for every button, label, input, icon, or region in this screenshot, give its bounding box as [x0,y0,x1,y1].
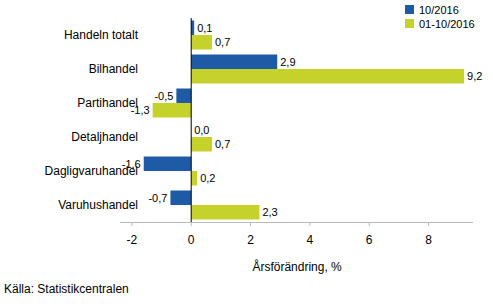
data-label: 0,2 [200,172,215,184]
chart-root: Handeln totalt Bilhandel Partihandel Detalj… [0,0,493,304]
x-tick-label: 6 [366,233,373,247]
data-label: 0,7 [215,138,230,150]
x-tick-label: -2 [127,233,138,247]
x-tick-label: 8 [425,233,432,247]
data-label: 2,9 [280,56,295,68]
x-tick [131,222,132,226]
x-axis-label: Årsförändring, % [252,259,342,274]
category-label: Bilhandel [89,62,138,76]
x-tick [369,222,370,226]
x-axis-line [120,222,473,223]
legend-swatch [405,5,414,14]
data-labels: 0,1 2,9 -0,5 0,0 -1,6 -0,7 0,7 9,2 -1,3 0,7 0,2 2,3 [122,22,483,219]
x-tick [250,222,251,226]
bar [176,89,191,104]
data-label: 0,7 [215,36,230,48]
zero-line [191,18,192,222]
bar [191,205,259,220]
bar [191,171,197,186]
legend-swatch [405,19,414,28]
x-tick-label: 0 [188,233,195,247]
category-label: Partihandel [77,96,138,110]
bar [191,35,212,50]
legend-label: 10/2016 [419,4,459,16]
x-tick [309,222,310,226]
x-tick-label: 4 [307,233,314,247]
data-label: -1,3 [131,104,150,116]
bar [191,137,212,152]
data-label: 0,0 [194,124,209,136]
bar [191,69,464,84]
category-label: Detaljhandel [71,130,138,144]
bar [191,55,277,70]
chart-svg: Handeln totalt Bilhandel Partihandel Detalj… [0,0,493,304]
category-label: Handeln totalt [64,28,139,42]
x-tick [191,222,192,226]
bar [153,103,192,118]
data-label: 9,2 [467,70,482,82]
legend-label: 01-10/2016 [419,18,475,30]
legend: 10/2016 01-10/2016 [405,4,475,30]
data-label: 2,3 [262,206,277,218]
data-label: -1,6 [122,158,141,170]
x-tick [428,222,429,226]
bar [170,191,191,206]
data-label: -0,5 [154,90,173,102]
x-tick-label: 2 [247,233,254,247]
data-label: 0,1 [197,22,212,34]
source: Källa: Statistikcentralen [4,282,129,296]
bar [144,157,191,172]
bars [144,21,464,220]
category-label: Varuhushandel [58,198,138,212]
data-label: -0,7 [148,192,167,204]
